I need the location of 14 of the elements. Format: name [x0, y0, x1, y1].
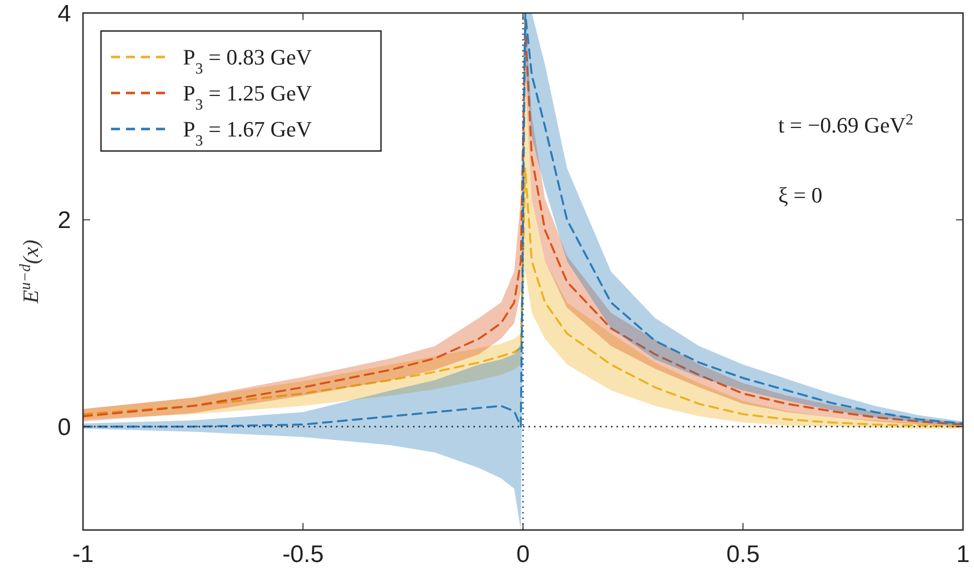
x-tick-label: 1 — [956, 541, 970, 568]
x-tick-label: -1 — [72, 541, 94, 568]
x-tick-label: 0.5 — [726, 541, 760, 568]
y-tick-label: 4 — [58, 0, 71, 28]
legend-label: P$_{3}$ = 1.25 GeV — [183, 80, 312, 114]
y-tick-label: 2 — [58, 207, 71, 234]
x-tick-label: 0 — [516, 541, 530, 568]
annotation: ξ = 0 — [778, 182, 822, 208]
y-tick-label: 0 — [58, 414, 71, 441]
annotation: t = −0.69 GeV$^{2}$ — [778, 111, 914, 138]
line-series — [83, 167, 963, 428]
legend-label: P$_{3}$ = 1.67 GeV — [183, 116, 312, 150]
legend-label: P$_{3}$ = 0.83 GeV — [183, 44, 312, 78]
x-tick-label: -0.5 — [282, 541, 324, 568]
